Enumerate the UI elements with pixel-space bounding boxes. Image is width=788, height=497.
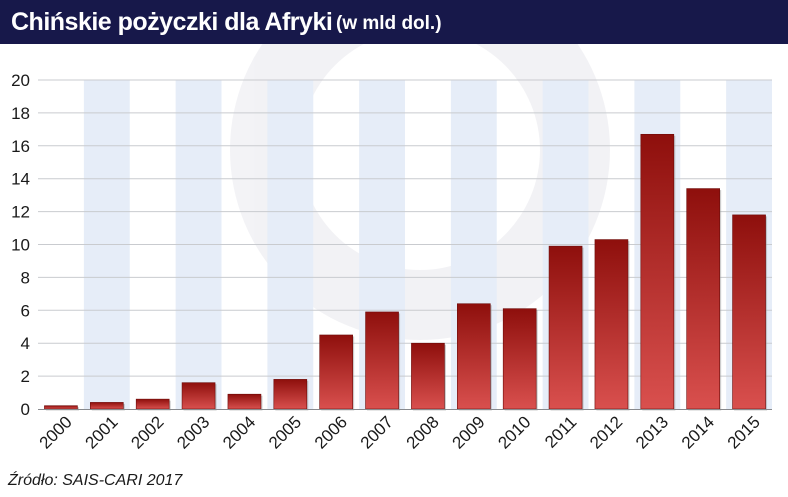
- x-tick-label: 2008: [403, 412, 443, 452]
- x-tick-label: 2006: [311, 412, 351, 452]
- x-tick-label: 2015: [724, 412, 764, 452]
- bar-2005: [273, 379, 308, 410]
- bar-2014: [686, 188, 720, 410]
- y-tick-label: 18: [11, 104, 30, 123]
- x-tick-label: 2000: [36, 412, 76, 452]
- y-tick-label: 10: [11, 236, 30, 255]
- bar-2004: [227, 393, 262, 410]
- bar-2010: [502, 308, 537, 410]
- bar-2015: [732, 214, 766, 410]
- y-tick-label: 16: [11, 137, 30, 156]
- chart-subtitle: (w mld dol.): [336, 13, 442, 34]
- y-tick-label: 2: [21, 367, 30, 386]
- x-tick-label: 2004: [219, 412, 259, 452]
- bar-2003: [181, 382, 216, 410]
- x-tick-label: 2013: [632, 412, 672, 452]
- x-tick-label: 2010: [494, 412, 534, 452]
- bar-2009: [457, 303, 491, 410]
- y-axis-ticks: 0 2 4 6 8 10 12 14 16 18 20: [11, 71, 30, 419]
- bars: [44, 133, 768, 411]
- bar-2013: [640, 133, 675, 410]
- y-tick-label: 20: [11, 71, 30, 90]
- y-tick-label: 12: [11, 203, 30, 222]
- chart-title: Chińskie pożyczki dla Afryki: [11, 8, 333, 36]
- x-tick-label: 2005: [265, 412, 305, 452]
- bar-2006: [319, 334, 353, 410]
- source-note: Źródło: SAIS-CARI 2017: [8, 472, 183, 489]
- bar-2000: [44, 405, 78, 410]
- y-tick-label: 8: [21, 268, 30, 287]
- x-tick-label: 2009: [448, 412, 488, 452]
- bar-2001: [90, 402, 124, 410]
- title-bar: Chińskie pożyczki dla Afryki (w mld dol.…: [0, 0, 788, 44]
- bar-2012: [594, 239, 629, 410]
- y-tick-label: 6: [21, 301, 30, 320]
- bar-2011: [548, 245, 583, 410]
- bar-2002: [135, 398, 170, 410]
- x-tick-label: 2011: [541, 412, 580, 451]
- x-tick-label: 2002: [127, 412, 167, 452]
- x-axis-ticks: 2000 2001 2002 2003 2004 2005 2006 2007 2008 2009…: [36, 412, 764, 452]
- x-tick-label: 2001: [81, 412, 121, 452]
- y-tick-label: 4: [21, 334, 30, 353]
- x-tick-label: 2012: [586, 412, 626, 452]
- x-tick-label: 2007: [357, 412, 397, 452]
- bar-2008: [411, 342, 445, 410]
- y-tick-label: 14: [11, 170, 30, 189]
- x-tick-label: 2003: [173, 412, 213, 452]
- x-tick-label: 2014: [678, 412, 718, 452]
- y-tick-label: 0: [21, 400, 30, 419]
- bar-2007: [365, 311, 399, 410]
